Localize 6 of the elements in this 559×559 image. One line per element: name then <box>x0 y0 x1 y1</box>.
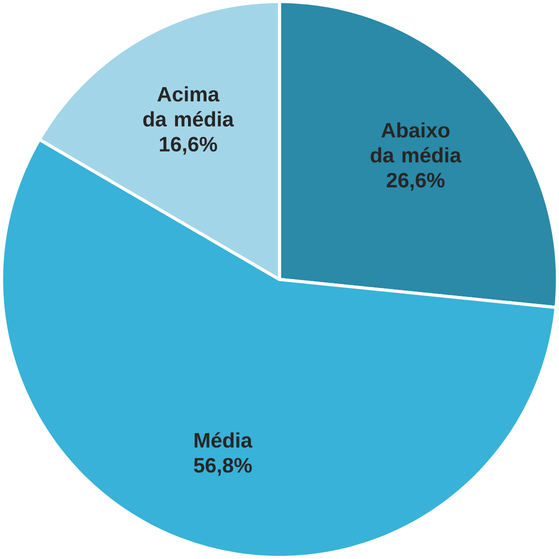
slice-label: Média <box>194 432 252 448</box>
data-label: 56,8% <box>194 458 252 476</box>
slice-label: Abaixo da média <box>370 122 462 163</box>
data-label: 26,6% <box>386 172 445 191</box>
data-label: 16,6% <box>160 136 218 155</box>
slice-label: Acima da média <box>143 86 234 127</box>
